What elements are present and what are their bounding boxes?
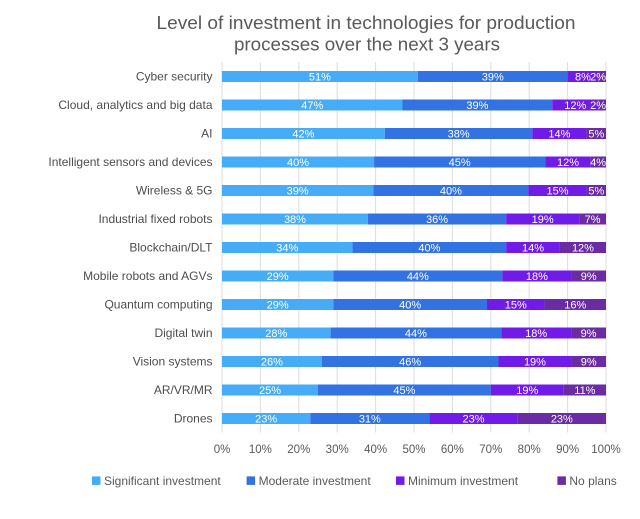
svg-text:2%: 2%: [590, 72, 606, 84]
svg-text:47%: 47%: [301, 100, 323, 112]
svg-text:AI: AI: [201, 127, 212, 141]
svg-text:42%: 42%: [292, 129, 314, 141]
svg-text:4%: 4%: [590, 157, 606, 169]
svg-text:processes over the next 3 year: processes over the next 3 years: [234, 34, 500, 55]
svg-text:39%: 39%: [466, 100, 488, 112]
svg-text:60%: 60%: [441, 444, 464, 456]
svg-text:Quantum computing: Quantum computing: [104, 298, 212, 312]
svg-text:26%: 26%: [261, 357, 283, 369]
svg-text:Mobile robots and AGVs: Mobile robots and AGVs: [83, 269, 212, 283]
svg-text:Cyber security: Cyber security: [136, 70, 213, 84]
svg-text:14%: 14%: [522, 243, 544, 255]
svg-text:10%: 10%: [249, 444, 272, 456]
svg-text:90%: 90%: [556, 444, 579, 456]
svg-text:19%: 19%: [524, 357, 546, 369]
svg-text:100%: 100%: [591, 444, 620, 456]
svg-text:19%: 19%: [516, 385, 538, 397]
svg-text:12%: 12%: [564, 100, 586, 112]
svg-text:39%: 39%: [287, 186, 309, 198]
svg-text:Industrial fixed robots: Industrial fixed robots: [98, 212, 212, 226]
svg-text:Level of investment in technol: Level of investment in technologies for …: [157, 12, 576, 33]
svg-text:18%: 18%: [526, 271, 548, 283]
svg-text:28%: 28%: [265, 328, 287, 340]
svg-text:40%: 40%: [440, 186, 462, 198]
svg-text:18%: 18%: [525, 328, 547, 340]
svg-text:31%: 31%: [359, 414, 381, 426]
svg-text:Significant investment: Significant investment: [104, 474, 221, 488]
svg-text:23%: 23%: [463, 414, 485, 426]
svg-text:Minimum investment: Minimum investment: [408, 474, 519, 488]
svg-text:46%: 46%: [399, 357, 421, 369]
svg-text:Digital twin: Digital twin: [154, 326, 212, 340]
svg-text:15%: 15%: [547, 186, 569, 198]
svg-text:29%: 29%: [267, 300, 289, 312]
svg-text:9%: 9%: [581, 357, 597, 369]
svg-text:12%: 12%: [572, 243, 594, 255]
svg-text:12%: 12%: [557, 157, 579, 169]
svg-text:70%: 70%: [479, 444, 502, 456]
svg-text:Blockchain/DLT: Blockchain/DLT: [129, 241, 213, 255]
svg-text:Drones: Drones: [174, 412, 213, 426]
svg-text:2%: 2%: [590, 100, 606, 112]
svg-text:No plans: No plans: [569, 474, 616, 488]
svg-text:39%: 39%: [482, 72, 504, 84]
svg-text:40%: 40%: [418, 243, 440, 255]
svg-text:23%: 23%: [551, 414, 573, 426]
svg-text:20%: 20%: [287, 444, 310, 456]
svg-text:50%: 50%: [402, 444, 425, 456]
svg-text:38%: 38%: [284, 214, 306, 226]
svg-text:23%: 23%: [255, 414, 277, 426]
svg-text:45%: 45%: [393, 385, 415, 397]
svg-text:AR/VR/MR: AR/VR/MR: [154, 383, 213, 397]
svg-text:5%: 5%: [588, 186, 604, 198]
svg-text:80%: 80%: [518, 444, 541, 456]
svg-text:Intelligent sensors and device: Intelligent sensors and devices: [48, 155, 212, 169]
svg-text:19%: 19%: [532, 214, 554, 226]
svg-text:8%: 8%: [575, 72, 591, 84]
svg-text:11%: 11%: [574, 385, 595, 397]
svg-text:Wireless & 5G: Wireless & 5G: [136, 184, 213, 198]
svg-text:29%: 29%: [267, 271, 289, 283]
svg-text:38%: 38%: [448, 129, 470, 141]
svg-text:Cloud, analytics and big data: Cloud, analytics and big data: [58, 98, 212, 112]
svg-text:16%: 16%: [564, 300, 586, 312]
svg-text:40%: 40%: [399, 300, 421, 312]
svg-text:36%: 36%: [426, 214, 448, 226]
svg-text:51%: 51%: [309, 72, 331, 84]
svg-text:15%: 15%: [505, 300, 527, 312]
svg-text:14%: 14%: [548, 129, 570, 141]
svg-text:45%: 45%: [449, 157, 471, 169]
svg-text:9%: 9%: [581, 271, 597, 283]
svg-text:7%: 7%: [585, 214, 601, 226]
svg-text:34%: 34%: [276, 243, 298, 255]
svg-text:30%: 30%: [326, 444, 349, 456]
svg-text:40%: 40%: [287, 157, 309, 169]
svg-text:44%: 44%: [405, 328, 427, 340]
svg-text:Vision systems: Vision systems: [133, 355, 213, 369]
svg-text:25%: 25%: [259, 385, 281, 397]
svg-text:5%: 5%: [588, 129, 604, 141]
svg-text:0%: 0%: [214, 444, 231, 456]
svg-text:9%: 9%: [581, 328, 597, 340]
svg-text:Moderate investment: Moderate investment: [259, 474, 372, 488]
svg-text:40%: 40%: [364, 444, 387, 456]
svg-text:44%: 44%: [407, 271, 429, 283]
